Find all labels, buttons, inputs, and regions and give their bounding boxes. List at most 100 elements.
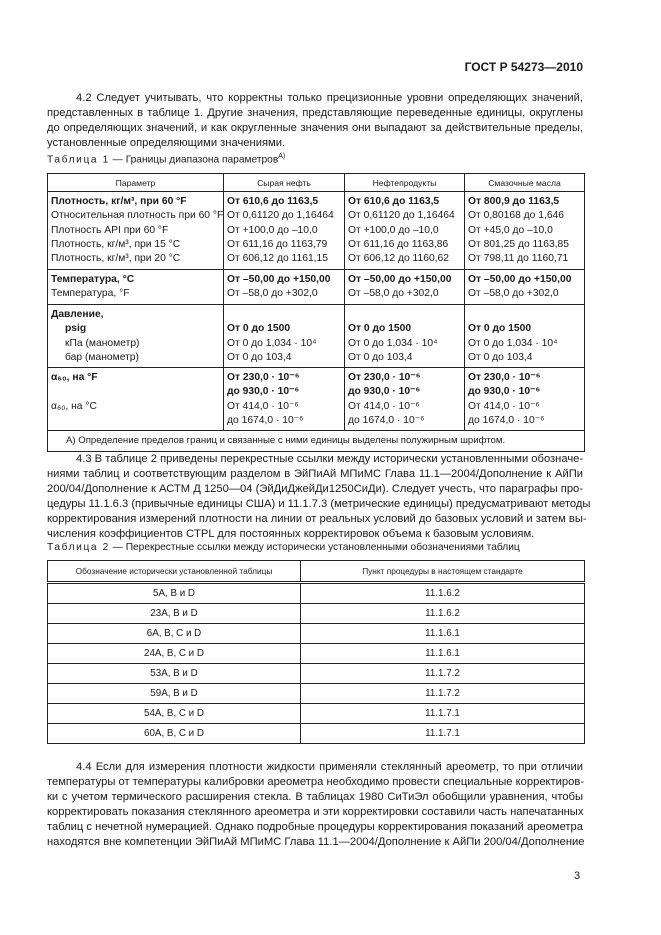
table-designation-cell: 23A, B и D: [47, 603, 301, 624]
parameter-line: α₆₀, на °F: [51, 372, 98, 384]
value-line: От 0 до 1500: [468, 323, 532, 335]
paragraph-line: таблиц с нечетной нумерацией. Однако под…: [47, 821, 583, 833]
table-1-label: Таблица 1: [47, 154, 110, 166]
paragraph-line: ниями таблиц и соответствующим разделом …: [47, 468, 583, 480]
value-line: От 798,11 до 1160,71: [468, 253, 569, 265]
table-row: 59A, B и D 11.1.7.2: [47, 683, 585, 704]
table-2-label: Таблица 2: [47, 542, 110, 553]
paragraph-line: числения коэффициентов CTPL для постоянн…: [47, 528, 535, 540]
parameter-line: Температура, °F: [51, 288, 130, 300]
table-row: 54A, B, C и D 11.1.7.1: [47, 703, 585, 724]
value-line: От –50,00 до +150,00: [468, 274, 572, 285]
procedure-clause-cell: 11.1.7.1: [300, 703, 585, 724]
table-parameter-ranges: Параметр Сырая нефть Нефтепродукты Смазочны…: [47, 173, 585, 453]
parameter-line: α₆₀, на °C: [51, 400, 97, 412]
table-2-caption: Таблица 2 — Перекрестные ссылки между ис…: [47, 542, 520, 553]
value-line: От 0 до 1,034 · 10⁴: [348, 337, 438, 349]
value-line: От 801,25 до 1163,85: [468, 238, 569, 250]
column-header: Нефтепродукты: [344, 173, 465, 192]
value-line: От 606,12 до 1160,62: [348, 253, 449, 265]
page-number: 3: [574, 870, 581, 882]
value-line: От 0 до 103,4: [227, 351, 292, 363]
paragraph-line: 4.2 Следует учитывать, что корректны тол…: [76, 92, 583, 104]
table-row: 23A, B и D 11.1.6.2: [47, 603, 585, 624]
paragraph-line: представленных в таблице 1. Другие значе…: [47, 107, 583, 119]
value-line: От 0 до 1,034 · 10⁴: [468, 337, 558, 349]
value-line: до 930,0 · 10⁻⁶: [227, 386, 300, 398]
paragraph-4-3: 4.3 В таблице 2 приведены перекрестные с…: [47, 452, 591, 542]
value-line: От –58,0 до +302,0: [348, 288, 439, 300]
paragraph-line: цедуры 11.1.6.3 (привычные единицы США) …: [47, 498, 591, 510]
table-designation-cell: 24A, B, C и D: [47, 643, 301, 664]
table-1-caption: Таблица 1 — Границы диапазона параметров…: [47, 153, 285, 165]
value-line: до 930,0 · 10⁻⁶: [468, 386, 541, 398]
value-line: От 0,61120 до 1,16464: [227, 210, 334, 222]
value-cell: От 610,6 до 1163,5 От 0,61120 до 1,16464 О…: [223, 191, 345, 270]
value-cell: От 230,0 · 10⁻⁶ до 930,0 · 10⁻⁶ От 414,0 ·…: [223, 367, 345, 432]
value-line: до 1674,0 · 10⁻⁶: [468, 415, 545, 427]
value-line: От +100,0 до –10,0: [227, 224, 318, 236]
paragraph-line: находятся вне компетенции ЭйПиАй МПиМС Г…: [47, 836, 585, 848]
value-line: От –50,00 до +150,00: [227, 274, 331, 285]
table-designation-cell: 53A, B и D: [47, 663, 301, 684]
value-line: От –58,0 до +302,0: [227, 288, 318, 300]
table-designation-cell: 6A, B, C и D: [47, 623, 301, 644]
document-number: ГОСТ Р 54273—2010: [464, 60, 583, 74]
value-line: От +100,0 до –10,0: [348, 224, 439, 236]
parameter-line: Плотность, кг/м³, при 15 °C: [51, 238, 181, 250]
value-line: От 230,0 · 10⁻⁶: [468, 372, 541, 384]
paragraph-line: до определяющих значений, и как округлен…: [47, 122, 583, 134]
parameter-cell: α₆₀, на °F α₆₀, на °C: [47, 367, 224, 432]
value-line: От 230,0 · 10⁻⁶: [227, 372, 300, 384]
value-line: От 610,6 до 1163,5: [227, 196, 319, 207]
value-cell: От –50,00 до +150,00 От –58,0 до +302,0: [344, 269, 465, 305]
parameter-cell: Давление, psig кПа (манометр) бар (манометр…: [47, 303, 224, 369]
column-header: Обозначение исторически установленной та…: [47, 560, 301, 584]
parameter-line: бар (манометр): [65, 351, 139, 363]
value-line: От 0 до 1500: [227, 323, 291, 335]
paragraph-line: 200/04/Дополнение к АСТМ Д 1250—04 (ЭйДи…: [47, 483, 583, 495]
column-header: Смазочные масла: [464, 173, 585, 192]
value-line: От 414,0 · 10⁻⁶: [468, 400, 540, 412]
value-cell: От 610,6 до 1163,5 От 0,61120 до 1,16464 О…: [344, 191, 465, 270]
value-line: От 0 до 1500: [348, 323, 412, 335]
table-row: 6A, B, C и D 11.1.6.1: [47, 623, 585, 644]
paragraph-4-4: 4.4 Если для измерения плотности жидкост…: [47, 760, 585, 850]
value-line: От 0 до 103,4: [348, 351, 413, 363]
table-row: 53A, B и D 11.1.7.2: [47, 663, 585, 684]
table-designation-cell: 54A, B, C и D: [47, 703, 301, 724]
value-line: до 1674,0 · 10⁻⁶: [227, 415, 304, 427]
value-cell: От 800,9 до 1163,5 От 0,80168 до 1,646 От …: [464, 191, 585, 270]
paragraph-line: корректировать показания стеклянного аре…: [47, 806, 584, 818]
footnote-row: А) Определение пределов границ и связанн…: [47, 430, 585, 453]
value-cell: От 230,0 · 10⁻⁶ до 930,0 · 10⁻⁶ От 414,0 ·…: [464, 367, 585, 432]
value-cell: От 0 до 1500 От 0 до 1,034 · 10⁴ От 0 до 1…: [223, 303, 345, 369]
parameter-line: Относительная плотность при 60 °F: [51, 210, 224, 222]
value-cell: От 230,0 · 10⁻⁶ до 930,0 · 10⁻⁶ От 414,0 ·…: [344, 367, 465, 432]
paragraph-line: установленные определяющими значениями.: [47, 137, 286, 149]
parameter-line: кПа (манометр): [65, 337, 140, 349]
value-line: От +45,0 до –10,0: [468, 224, 553, 236]
table-1-title: — Границы диапазона параметров: [109, 154, 279, 166]
paragraph-line: корректирования измерений плотности на л…: [47, 513, 587, 525]
table-row: 5A, B и D 11.1.6.2: [47, 582, 585, 604]
table-1-footnote-mark: А): [278, 153, 286, 160]
value-line: до 930,0 · 10⁻⁶: [348, 386, 421, 398]
value-line: От 611,16 до 1163,86: [348, 238, 449, 250]
paragraph-line: ки с учетом термического расширения стек…: [47, 791, 583, 803]
value-cell: От –50,00 до +150,00 От –58,0 до +302,0: [464, 269, 585, 305]
table-row: Плотность, кг/м³, при 60 °F Относительная…: [47, 191, 585, 270]
value-line: От 611,16 до 1163,79: [227, 238, 328, 250]
table-row: 60A, B, C и D 11.1.7.1: [47, 723, 585, 744]
parameter-line: Плотность, кг/м³, при 20 °C: [51, 253, 181, 265]
value-line: От 414,0 · 10⁻⁶: [227, 400, 299, 412]
procedure-clause-cell: 11.1.7.1: [300, 723, 585, 744]
parameter-line: Плотность API при 60 °F: [51, 224, 169, 236]
procedure-clause-cell: 11.1.7.2: [300, 663, 585, 684]
value-cell: От –50,00 до +150,00 От –58,0 до +302,0: [223, 269, 345, 305]
value-line: до 1674,0 · 10⁻⁶: [348, 415, 425, 427]
column-header: Пункт процедуры в настоящем стандарте: [300, 560, 585, 584]
value-line: От 0 до 1,034 · 10⁴: [227, 337, 317, 349]
procedure-clause-cell: 11.1.7.2: [300, 683, 585, 704]
parameter-cell: Температура, °C Температура, °F: [47, 269, 224, 305]
